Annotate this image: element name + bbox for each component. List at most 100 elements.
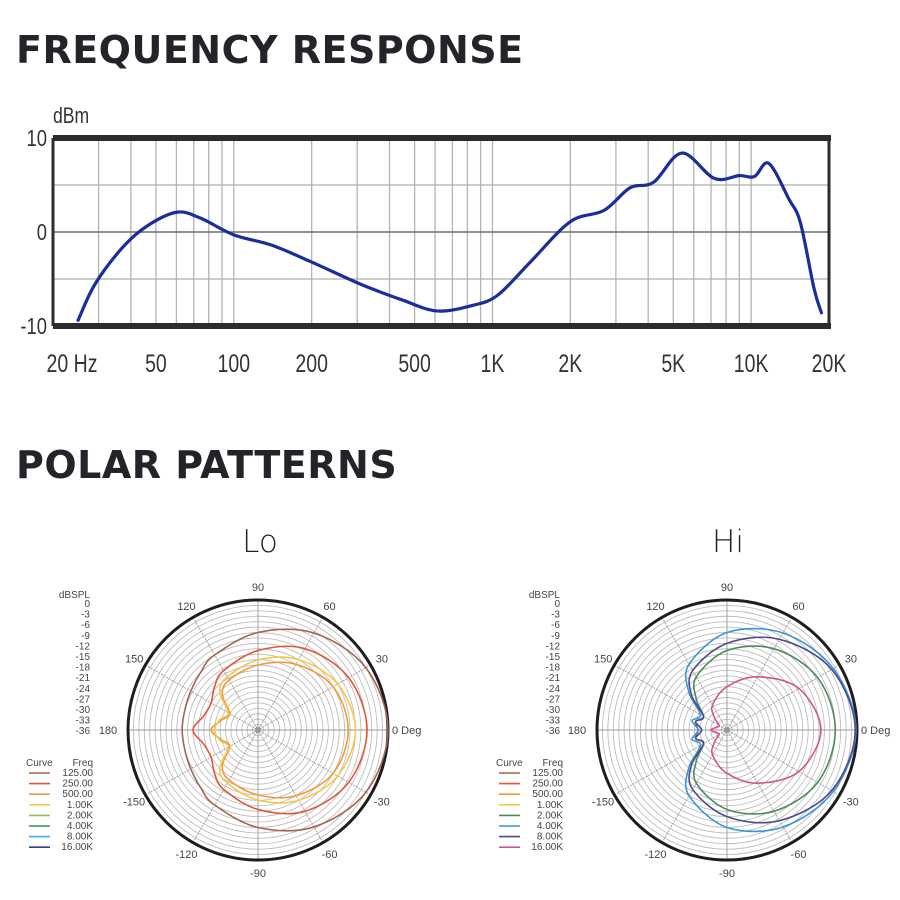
radial-tick-label: -18: [76, 663, 91, 674]
polar-curve-8-00K: [688, 636, 856, 824]
radial-tick-label: -3: [551, 610, 560, 621]
radial-tick-label: -27: [76, 694, 91, 705]
radial-tick-label: -30: [76, 705, 91, 716]
angle-label: 180: [568, 725, 586, 737]
angle-label: 90: [721, 582, 733, 594]
legend-label: 2.00K: [67, 810, 93, 821]
angle-label: -120: [175, 849, 197, 861]
radial-tick-label: -6: [551, 620, 560, 631]
x-tick-label: 20 Hz: [47, 350, 98, 378]
polar-center: [724, 727, 730, 733]
radial-tick-label: -33: [76, 716, 91, 727]
legend-label: 16.00K: [531, 842, 563, 853]
polar-title: Lo: [242, 524, 278, 560]
x-tick-label: 10K: [734, 350, 769, 378]
legend-label: 4.00K: [537, 821, 563, 832]
radial-tick-label: -36: [76, 726, 91, 737]
legend-label: 125.00: [532, 768, 563, 779]
legend-label: 500.00: [532, 789, 563, 800]
x-tick-label: 50: [145, 350, 167, 378]
polar-curve-500-00: [210, 661, 350, 799]
angle-label: 0 Deg: [861, 725, 890, 737]
radial-tick-label: -15: [76, 652, 91, 663]
y-axis-label: dBm: [53, 104, 89, 128]
angle-label: 30: [845, 654, 857, 666]
radial-tick-label: -36: [546, 726, 561, 737]
radial-tick-label: -24: [546, 684, 561, 695]
radial-tick-label: 0: [84, 599, 90, 610]
legend-label: 1.00K: [537, 800, 563, 811]
legend-label: 16.00K: [61, 842, 93, 853]
radial-tick-label: -21: [546, 673, 561, 684]
legend-label: 4.00K: [67, 821, 93, 832]
radial-scale-title: dBSPL: [529, 590, 561, 601]
legend-label: 250.00: [532, 779, 563, 790]
radial-tick-label: -18: [546, 663, 561, 674]
legend-label: 8.00K: [537, 832, 563, 843]
x-tick-label: 1K: [481, 350, 505, 378]
angle-label: -150: [592, 797, 614, 809]
radial-tick-label: -33: [546, 716, 561, 727]
angle-label: -60: [791, 849, 807, 861]
angle-label: 30: [376, 654, 388, 666]
angle-label: -150: [123, 797, 145, 809]
y-tick-label: -10: [20, 314, 47, 339]
polar-curve-4-00K: [684, 627, 857, 833]
radial-tick-label: -9: [551, 631, 560, 642]
polar-curve-125-00: [181, 628, 389, 832]
legend-label: 2.00K: [537, 810, 563, 821]
radial-tick-label: 0: [554, 599, 560, 610]
legend-label: 8.00K: [67, 832, 93, 843]
angle-label: -90: [719, 868, 735, 880]
angle-label: -30: [374, 797, 390, 809]
angle-label: -120: [644, 849, 666, 861]
polar-curve-16-00K: [709, 676, 822, 784]
angle-label: 150: [594, 654, 612, 666]
radial-tick-label: -6: [81, 620, 90, 631]
radial-scale-title: dBSPL: [59, 590, 91, 601]
y-tick-label: 10: [27, 126, 47, 151]
x-tick-label: 500: [398, 350, 431, 378]
angle-label: 0 Deg: [392, 725, 421, 737]
radial-tick-label: -27: [546, 694, 561, 705]
legend-header-curve: Curve: [26, 758, 53, 769]
polar-curve-250-00: [192, 645, 368, 815]
angle-label: 60: [323, 601, 335, 613]
legend-header-freq: Freq: [542, 758, 563, 769]
angle-label: 180: [99, 725, 117, 737]
frequency-response-line: [76, 151, 824, 322]
radial-tick-label: -15: [546, 652, 561, 663]
x-tick-label: 5K: [661, 350, 685, 378]
legend-label: 125.00: [62, 768, 93, 779]
radial-tick-label: -30: [546, 705, 561, 716]
x-tick-label: 100: [218, 350, 251, 378]
radial-tick-label: -21: [76, 673, 91, 684]
angle-label: 150: [125, 654, 143, 666]
legend-header-freq: Freq: [72, 758, 93, 769]
angle-label: -90: [250, 868, 266, 880]
frequency-response-heading: FREQUENCY RESPONSE: [16, 28, 524, 72]
polar-curve-1-00K: [213, 656, 357, 804]
angle-label: 120: [646, 601, 664, 613]
angle-label: 120: [177, 601, 195, 613]
polar-patterns-heading: POLAR PATTERNS: [16, 443, 398, 487]
polar-outer-ring: [595, 598, 859, 862]
x-tick-label: 200: [295, 350, 328, 378]
polar-title: Hi: [712, 524, 744, 560]
angle-label: -30: [843, 797, 859, 809]
radial-tick-label: -12: [546, 641, 561, 652]
angle-label: -60: [322, 849, 338, 861]
angle-label: 60: [792, 601, 804, 613]
x-tick-label: 20K: [812, 350, 847, 378]
polar-center: [255, 727, 261, 733]
radial-tick-label: -12: [76, 641, 91, 652]
legend-label: 250.00: [62, 779, 93, 790]
radial-tick-label: -24: [76, 684, 91, 695]
legend-label: 500.00: [62, 789, 93, 800]
x-tick-label: 2K: [558, 350, 582, 378]
legend-label: 1.00K: [67, 800, 93, 811]
angle-label: 90: [252, 582, 264, 594]
